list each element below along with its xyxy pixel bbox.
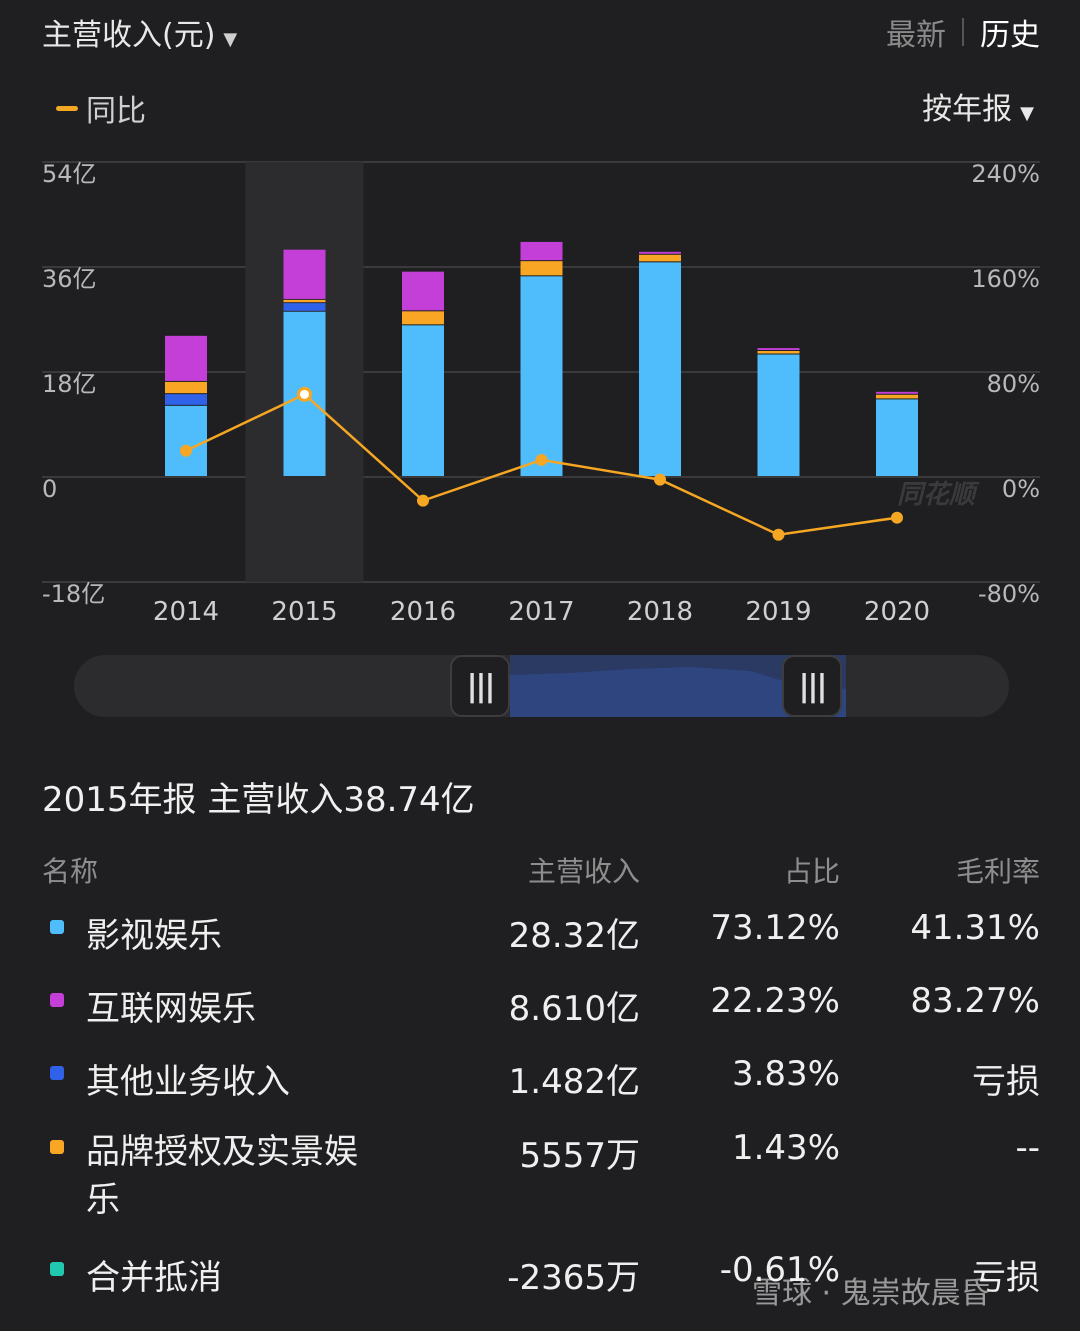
- y-right-tick: -80%: [978, 580, 1040, 608]
- revenue-chart[interactable]: 54亿 240% 36亿 160% 18亿 80% 0 0% -18亿 -80% 2014 2015 2…: [0, 150, 1080, 640]
- bar-segment[interactable]: [165, 394, 207, 405]
- bar-segment[interactable]: [520, 276, 563, 476]
- range-handle-left[interactable]: |||: [450, 655, 510, 717]
- latest-tab[interactable]: 最新: [886, 18, 946, 53]
- color-swatch: [50, 920, 64, 934]
- bar-segment[interactable]: [165, 405, 207, 476]
- color-swatch: [50, 993, 64, 1007]
- range-slider[interactable]: ||| |||: [74, 655, 1009, 717]
- segment-name: 合并抵消: [86, 1258, 222, 1298]
- bar-segment[interactable]: [402, 311, 444, 325]
- segment-name: 其他业务收入: [86, 1062, 290, 1102]
- x-tick-label: 2014: [153, 597, 219, 627]
- segment-revenue: -2365万: [507, 1258, 640, 1298]
- bar-segment[interactable]: [757, 351, 800, 354]
- bar-segment[interactable]: [520, 241, 563, 261]
- segment-share: -0.61%: [719, 1250, 840, 1290]
- y-right-tick: 80%: [987, 370, 1040, 398]
- chart-watermark: 同花顺: [897, 480, 980, 510]
- y-right-tick: 240%: [971, 160, 1040, 188]
- segment-share: 1.43%: [731, 1128, 840, 1168]
- caret-down-icon: ▼: [223, 29, 238, 50]
- bar-segment[interactable]: [876, 394, 918, 399]
- yoy-point[interactable]: [654, 473, 666, 486]
- grip-icon: |||: [466, 668, 496, 704]
- bar-segment[interactable]: [639, 254, 681, 262]
- segment-revenue: 1.482亿: [508, 1062, 640, 1102]
- segment-share: 73.12%: [710, 908, 840, 948]
- divider: [962, 18, 964, 46]
- bar-segment[interactable]: [876, 399, 918, 476]
- yoy-point[interactable]: [891, 511, 903, 524]
- y-left-tick: 36亿: [42, 265, 97, 293]
- segment-share: 22.23%: [710, 981, 840, 1021]
- legend-label: 同比: [86, 94, 146, 129]
- segment-revenue: 5557万: [519, 1136, 640, 1176]
- range-handle-right[interactable]: |||: [782, 655, 842, 717]
- segment-margin: --: [1015, 1128, 1040, 1168]
- period-label: 按年报: [922, 92, 1013, 127]
- segment-margin: 83.27%: [910, 981, 1040, 1021]
- bar-segment[interactable]: [165, 335, 207, 381]
- yoy-point[interactable]: [535, 453, 548, 466]
- bar-segment[interactable]: [402, 325, 444, 476]
- view-toggle: 最新 历史: [886, 10, 1040, 54]
- bar-segment[interactable]: [876, 391, 918, 394]
- chart-legend: 同比: [56, 86, 146, 130]
- segment-margin: 亏损: [972, 1062, 1040, 1102]
- bar-segment[interactable]: [165, 381, 207, 394]
- period-selector[interactable]: 按年报 ▼: [922, 84, 1034, 128]
- yoy-point[interactable]: [772, 528, 785, 541]
- segment-margin: 亏损: [972, 1258, 1040, 1298]
- bar-segment[interactable]: [283, 299, 326, 303]
- segment-name: 影视娱乐: [86, 916, 222, 956]
- segment-revenue: 8.610亿: [508, 989, 640, 1029]
- legend-line-icon: [56, 105, 78, 111]
- y-right-tick: 160%: [971, 265, 1040, 293]
- x-tick-label: 2020: [864, 597, 930, 627]
- bar-segment[interactable]: [639, 262, 681, 476]
- color-swatch: [50, 1140, 64, 1154]
- y-left-tick: -18亿: [42, 580, 105, 608]
- col-header-share: 占比: [783, 855, 840, 888]
- x-tick-label: 2015: [271, 597, 337, 627]
- x-tick-label: 2016: [390, 597, 456, 627]
- bar-segment[interactable]: [283, 303, 326, 311]
- bar-segment[interactable]: [283, 249, 326, 299]
- y-left-tick: 54亿: [42, 160, 97, 188]
- color-swatch: [50, 1262, 64, 1276]
- y-right-tick: 0%: [1002, 475, 1040, 503]
- yoy-point[interactable]: [417, 494, 429, 507]
- segment-revenue: 28.32亿: [508, 916, 640, 956]
- bar-segment[interactable]: [757, 348, 800, 350]
- col-header-name: 名称: [42, 855, 99, 888]
- x-tick-label: 2017: [508, 597, 574, 627]
- segment-share: 3.83%: [731, 1054, 840, 1094]
- history-tab[interactable]: 历史: [980, 18, 1040, 53]
- summary-title: 2015年报 主营收入38.74亿: [42, 780, 475, 820]
- grip-icon: |||: [798, 668, 828, 704]
- metric-title: 主营收入(元): [42, 18, 216, 53]
- bar-segment[interactable]: [520, 261, 563, 276]
- x-tick-label: 2018: [627, 597, 693, 627]
- col-header-margin: 毛利率: [955, 855, 1040, 888]
- y-left-tick: 18亿: [42, 370, 97, 398]
- footer-watermark: 雪球 · 鬼崇故晨昏: [752, 1276, 991, 1311]
- segment-name: 品牌授权及实景娱乐: [86, 1132, 358, 1220]
- metric-selector[interactable]: 主营收入(元) ▼: [42, 10, 237, 54]
- bar-segment[interactable]: [639, 251, 681, 254]
- col-header-revenue: 主营收入: [527, 855, 640, 888]
- segment-name: 互联网娱乐: [86, 989, 256, 1029]
- caret-down-icon: ▼: [1020, 103, 1034, 124]
- y-left-tick: 0: [42, 475, 57, 503]
- yoy-point[interactable]: [180, 444, 192, 457]
- x-tick-label: 2019: [745, 597, 811, 627]
- yoy-point-selected[interactable]: [297, 386, 312, 402]
- color-swatch: [50, 1066, 64, 1080]
- bar-segment[interactable]: [757, 354, 800, 477]
- bar-segment[interactable]: [402, 271, 444, 311]
- segment-margin: 41.31%: [910, 908, 1040, 948]
- range-sparkline: [510, 667, 846, 717]
